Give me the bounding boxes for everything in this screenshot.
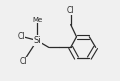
Text: Cl: Cl [17,32,25,41]
Text: Cl: Cl [19,57,27,66]
Text: Si: Si [33,36,41,45]
Text: Me: Me [32,17,42,23]
Text: Cl: Cl [67,6,74,15]
